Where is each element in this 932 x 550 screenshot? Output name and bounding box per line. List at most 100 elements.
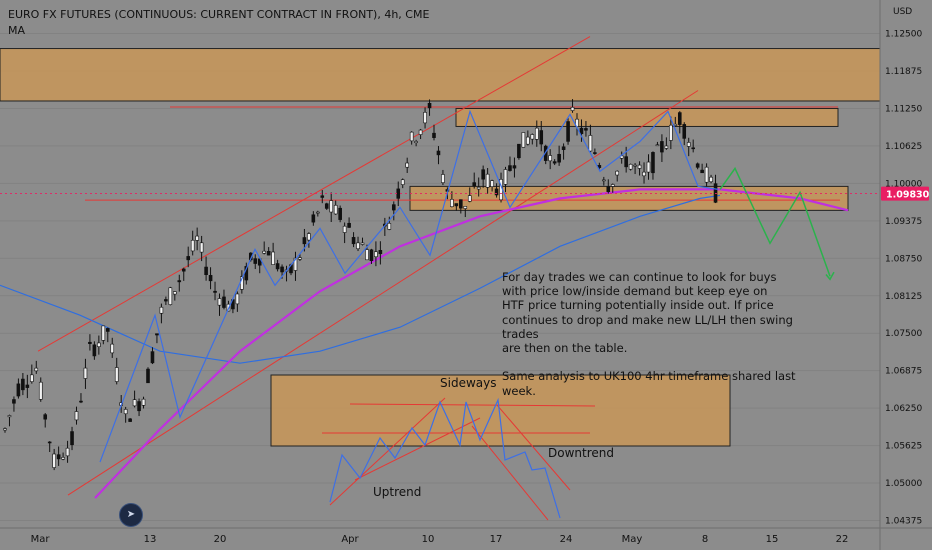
- candle-body: [472, 182, 477, 187]
- candle-body: [34, 367, 39, 372]
- candle-body: [271, 251, 275, 265]
- candle-body: [691, 147, 695, 150]
- candle: [584, 121, 588, 137]
- price-tick-label: 1.10000: [885, 179, 922, 189]
- moving-average-long: [0, 194, 721, 364]
- candle: [114, 357, 119, 385]
- candle-body: [159, 306, 164, 314]
- candle-body: [74, 411, 79, 421]
- candle: [74, 406, 79, 425]
- candle: [159, 303, 164, 324]
- candle-body: [369, 249, 374, 262]
- candle: [593, 148, 597, 155]
- candle-body: [365, 249, 369, 261]
- candle-body: [624, 156, 628, 168]
- candle-body: [463, 206, 468, 209]
- candle: [700, 163, 704, 174]
- candle: [686, 137, 691, 157]
- candle-body: [275, 263, 280, 270]
- inset-trendline: [329, 397, 446, 506]
- indicator-label[interactable]: MA: [8, 24, 26, 37]
- candle: [70, 426, 74, 451]
- candle: [602, 176, 606, 186]
- candle-body: [651, 152, 655, 174]
- candle: [316, 210, 320, 217]
- candle: [110, 337, 115, 358]
- candle: [459, 199, 463, 214]
- candle: [481, 165, 485, 188]
- candle: [570, 99, 575, 113]
- candle-body: [146, 368, 150, 384]
- candle-body: [30, 374, 34, 382]
- tradingview-logo-icon[interactable]: ➤: [119, 503, 143, 527]
- candle-body: [561, 146, 566, 150]
- candle-body: [557, 153, 561, 163]
- time-tick-label: 22: [836, 534, 849, 545]
- candle: [628, 163, 633, 171]
- time-tick-label: 10: [422, 534, 435, 545]
- candle-body: [695, 163, 700, 168]
- candle: [21, 373, 25, 396]
- candle: [521, 132, 526, 148]
- candle: [320, 190, 325, 204]
- candle: [642, 162, 646, 184]
- candle-body: [208, 275, 213, 282]
- candle-body: [534, 127, 539, 140]
- candle: [173, 291, 177, 301]
- candle: [526, 130, 530, 146]
- candle: [432, 124, 436, 141]
- candle-body: [21, 378, 25, 391]
- candle: [490, 179, 494, 192]
- currency-label: USD: [893, 7, 912, 17]
- candle: [155, 333, 159, 344]
- candle: [409, 131, 414, 145]
- candle: [682, 122, 687, 146]
- candle-body: [110, 343, 115, 354]
- time-tick-label: 15: [766, 534, 779, 545]
- candle-body: [195, 235, 199, 241]
- candle-body: [615, 170, 620, 176]
- time-tick-label: Apr: [341, 534, 359, 545]
- candle-body: [700, 169, 704, 174]
- candle-body: [459, 199, 463, 209]
- candle: [324, 202, 329, 210]
- candle-body: [79, 400, 83, 403]
- candle: [298, 254, 302, 261]
- swing-zigzag: [99, 109, 719, 463]
- price-tick-label: 1.08125: [885, 292, 922, 302]
- candle-body: [190, 239, 195, 252]
- candle-body: [387, 223, 392, 230]
- price-tick-label: 1.11250: [885, 104, 922, 114]
- candle: [137, 398, 141, 417]
- candle: [128, 417, 132, 422]
- candle-body: [606, 186, 611, 192]
- candle: [378, 241, 383, 265]
- candle-body: [173, 291, 177, 295]
- candle-body: [293, 257, 298, 271]
- candle-body: [490, 180, 494, 187]
- candle-body: [43, 414, 48, 420]
- candle: [293, 251, 298, 281]
- candle-body: [298, 257, 302, 260]
- candle: [454, 203, 459, 211]
- candle: [633, 163, 637, 175]
- candle: [610, 183, 615, 193]
- candle: [441, 169, 445, 186]
- candle-body: [316, 211, 320, 214]
- candle: [168, 286, 173, 306]
- candle: [476, 177, 481, 197]
- candle: [16, 378, 21, 399]
- last-price-label: 1.09830: [886, 190, 930, 201]
- candle: [271, 242, 275, 265]
- projection-path: [719, 166, 831, 277]
- candle-body: [47, 441, 52, 444]
- candle-body: [141, 398, 146, 406]
- candle-body: [132, 399, 137, 407]
- candle-body: [61, 457, 65, 460]
- candle-body: [396, 188, 401, 199]
- candle: [3, 427, 7, 433]
- candle-body: [570, 107, 575, 111]
- candle: [213, 281, 217, 301]
- candle: [530, 133, 535, 145]
